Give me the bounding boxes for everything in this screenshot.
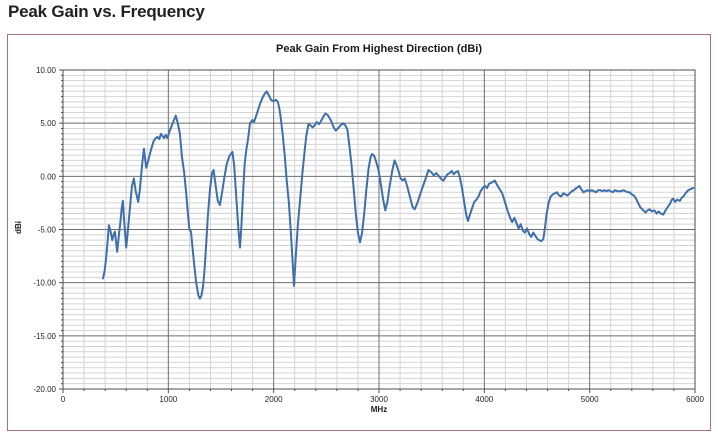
- chart-panel: Peak Gain From Highest Direction (dBi) 0…: [7, 34, 711, 431]
- x-tick-label: 0: [61, 395, 66, 404]
- x-tick-label: 3000: [370, 395, 388, 404]
- x-tick-label: 5000: [581, 395, 599, 404]
- y-tick-label: -5.00: [38, 226, 57, 235]
- y-tick-label: -15.00: [33, 332, 56, 341]
- y-tick-label: -20.00: [33, 385, 56, 394]
- y-tick-label: -10.00: [33, 279, 56, 288]
- plot-border: [62, 69, 696, 390]
- y-tick-label: 5.00: [40, 119, 56, 128]
- gain-curve: [102, 90, 695, 300]
- page-title: Peak Gain vs. Frequency: [8, 2, 205, 21]
- y-tick-label: 10.00: [36, 66, 57, 75]
- axis-ticks: [59, 69, 696, 393]
- y-tick-label: 0.00: [40, 172, 56, 181]
- x-tick-label: 6000: [686, 395, 704, 404]
- plot-svg: 0 1000 2000 3000 4000 5000 6000 10.00 5.00 0.00 -5…: [33, 66, 704, 404]
- x-tick-label: 2000: [265, 395, 283, 404]
- x-tick-label: 4000: [475, 395, 493, 404]
- grid-major: [63, 70, 695, 389]
- x-axis-label: MHz: [370, 405, 388, 414]
- x-tick-label: 1000: [159, 395, 177, 404]
- chart-title: Peak Gain From Highest Direction (dBi): [276, 43, 482, 55]
- y-axis-label: dBi: [13, 221, 23, 234]
